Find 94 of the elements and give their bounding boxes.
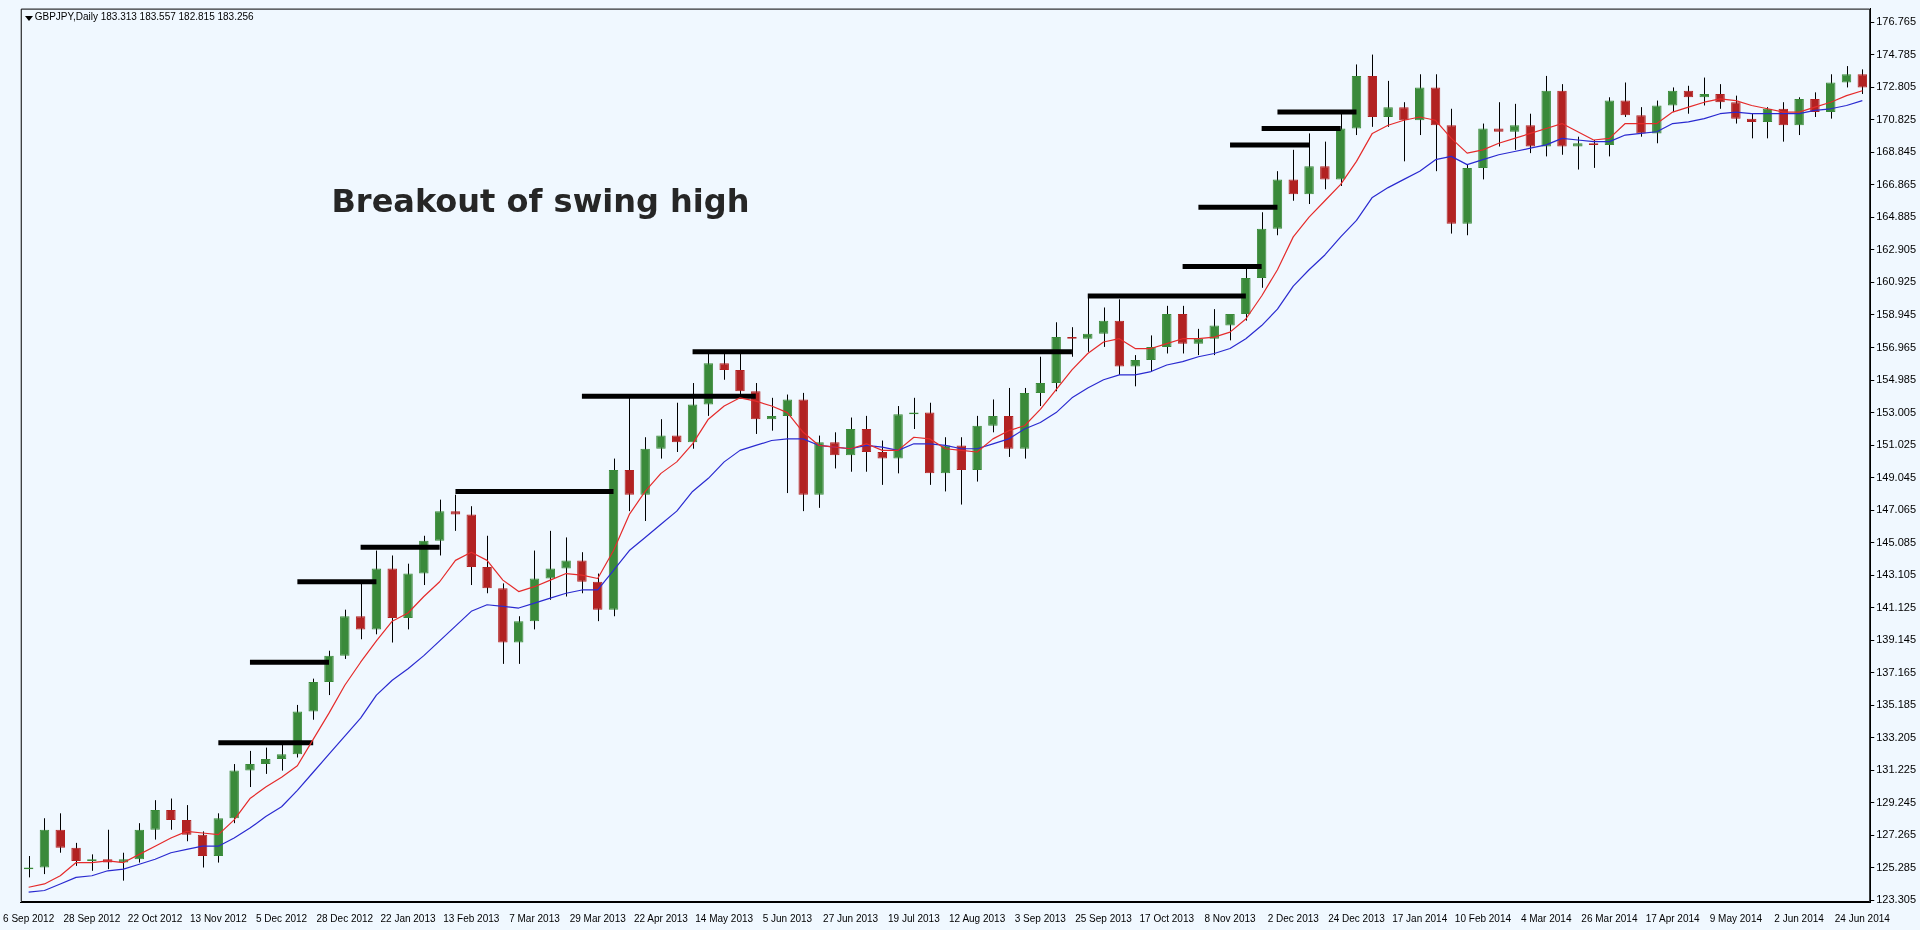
- y-tick-label: 170.825: [1876, 112, 1916, 125]
- candlestick: [1525, 113, 1536, 154]
- y-tick-label: 149.045: [1876, 470, 1916, 483]
- candlestick: [1320, 141, 1330, 190]
- candlestick: [1857, 68, 1868, 95]
- x-tick-label: 6 Sep 2012: [3, 912, 55, 924]
- y-tick-label: 168.845: [1876, 145, 1916, 158]
- candlestick: [1509, 103, 1520, 151]
- x-tick-label: 3 Sep 2013: [1014, 912, 1067, 924]
- y-tick-label: 131.225: [1876, 763, 1916, 776]
- candlestick: [1731, 95, 1741, 125]
- x-tick-label: 10 Feb 2014: [1454, 912, 1512, 924]
- candlestick: [1225, 313, 1235, 341]
- candlestick: [245, 750, 255, 788]
- x-tick-label: 22 Apr 2013: [633, 912, 689, 924]
- y-tick-label: 154.985: [1876, 373, 1916, 386]
- candlestick: [577, 551, 587, 594]
- x-tick-label: 28 Dec 2012: [316, 912, 374, 924]
- y-tick-label: 172.805: [1876, 80, 1916, 93]
- candlestick: [261, 747, 271, 775]
- candlestick: [1399, 101, 1409, 162]
- y-tick-label: 176.765: [1876, 15, 1916, 28]
- x-tick-label: 25 Sep 2013: [1075, 912, 1133, 924]
- x-tick-label: 17 Apr 2014: [1645, 912, 1701, 924]
- x-tick-label: 17 Oct 2013: [1139, 912, 1195, 924]
- x-tick-label: 8 Nov 2013: [1204, 912, 1257, 924]
- y-tick-label: 158.945: [1876, 308, 1916, 320]
- x-tick-label: 24 Dec 2013: [1328, 912, 1386, 924]
- y-tick-label: 153.005: [1876, 405, 1916, 418]
- candlestick: [1035, 356, 1046, 407]
- candlestick: [482, 535, 492, 594]
- y-tick-label: 145.085: [1876, 535, 1916, 548]
- y-tick-label: 129.245: [1876, 795, 1916, 808]
- x-tick-label: 9 May 2014: [1709, 912, 1763, 924]
- x-tick-label: 2 Jun 2014: [1774, 912, 1825, 924]
- y-tick-label: 151.025: [1876, 438, 1916, 451]
- candlestick: [1636, 106, 1646, 138]
- candlestick: [150, 799, 160, 841]
- candlestick: [672, 402, 682, 453]
- candlestick: [1841, 65, 1852, 88]
- candlestick: [830, 431, 840, 469]
- candlestick: [1620, 82, 1630, 118]
- x-tick-label: 12 Aug 2013: [949, 912, 1006, 924]
- x-tick-label: 27 Jun 2013: [823, 912, 879, 924]
- x-tick-label: 28 Sep 2012: [63, 912, 121, 924]
- x-tick-label: 14 May 2013: [695, 912, 754, 924]
- y-tick-label: 174.785: [1876, 47, 1916, 60]
- x-tick-label: 24 Jun 2014: [1834, 912, 1891, 924]
- candlestick: [55, 812, 66, 854]
- candlestick: [1098, 307, 1109, 348]
- candlestick: [1209, 308, 1219, 356]
- y-tick-label: 139.145: [1876, 633, 1916, 646]
- y-tick-label: 164.885: [1876, 210, 1916, 223]
- candlestick: [166, 798, 176, 831]
- candlestick: [988, 398, 998, 433]
- x-tick-label: 5 Dec 2012: [255, 912, 308, 924]
- x-tick-label: 26 Mar 2014: [1581, 912, 1638, 924]
- x-tick-label: 4 Mar 2014: [1520, 912, 1572, 924]
- candlestick: [1193, 328, 1204, 356]
- candlestick: [513, 615, 524, 665]
- y-tick-label: 147.065: [1876, 503, 1916, 516]
- x-tick-label: 5 Jun 2013: [762, 912, 813, 924]
- y-tick-label: 160.925: [1876, 275, 1916, 288]
- y-tick-label: 123.305: [1876, 893, 1916, 906]
- chart-title: GBPJPY,Daily 183.313 183.557 182.815 183.256: [34, 11, 255, 23]
- x-tick-label: 2 Dec 2013: [1267, 912, 1320, 924]
- x-tick-label: 7 Mar 2013: [509, 912, 561, 924]
- candlestick: [1573, 136, 1583, 171]
- x-tick-label: 13 Feb 2013: [443, 912, 500, 924]
- candlestick: [1383, 80, 1393, 128]
- x-tick-label: 13 Nov 2012: [189, 912, 248, 924]
- y-tick-label: 143.105: [1876, 568, 1916, 581]
- y-tick-label: 141.125: [1876, 600, 1916, 613]
- x-tick-label: 19 Jul 2013: [888, 912, 941, 924]
- annotation: Breakout of swing high: [331, 182, 750, 221]
- candlestick: [656, 418, 666, 460]
- x-tick-label: 22 Jan 2013: [380, 912, 436, 924]
- y-tick-label: 156.965: [1876, 340, 1916, 353]
- x-tick-label: 22 Oct 2012: [127, 912, 183, 924]
- candlestick: [1130, 354, 1140, 387]
- x-tick-label: 29 Mar 2013: [569, 912, 627, 924]
- y-tick-label: 162.905: [1876, 242, 1916, 255]
- y-tick-label: 166.865: [1876, 177, 1916, 190]
- y-tick-label: 125.285: [1876, 860, 1916, 873]
- candlestick: [561, 536, 571, 598]
- x-tick-label: 17 Jan 2014: [1392, 912, 1448, 924]
- y-tick-label: 133.205: [1876, 730, 1916, 743]
- candlestick: [1288, 149, 1298, 202]
- y-tick-label: 137.165: [1876, 665, 1916, 678]
- y-tick-label: 135.185: [1876, 698, 1916, 711]
- candlestick: [877, 440, 887, 486]
- y-tick-label: 127.265: [1876, 828, 1916, 841]
- candlestick: [1494, 101, 1504, 148]
- candlestick: [71, 842, 81, 867]
